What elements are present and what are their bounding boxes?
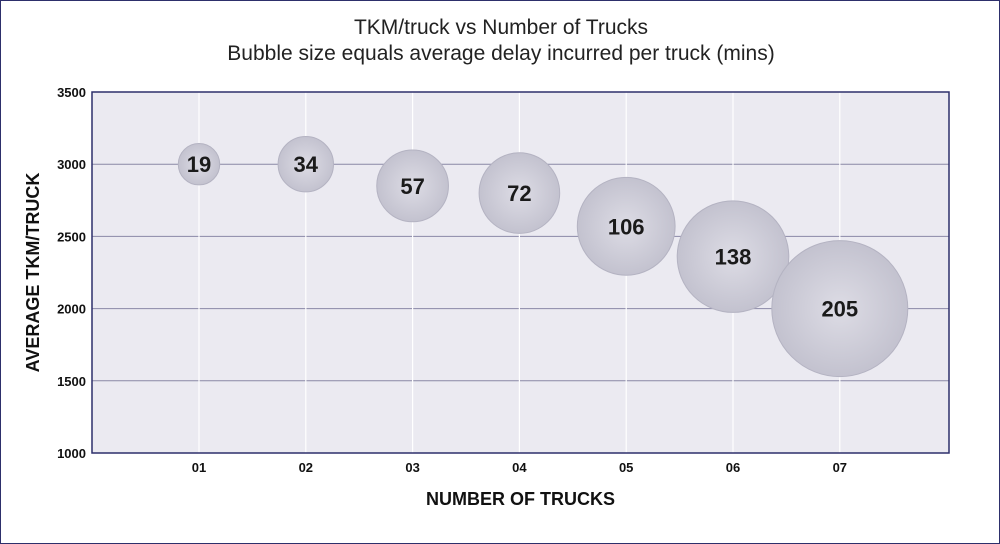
- x-tick-label: 02: [299, 460, 313, 475]
- x-tick-label: 04: [512, 460, 527, 475]
- y-axis-label: AVERAGE TKM/TRUCK: [23, 173, 43, 373]
- x-tick-label: 07: [833, 460, 847, 475]
- y-tick-label: 1000: [57, 446, 86, 461]
- bubble-label: 138: [715, 245, 752, 270]
- y-tick-label: 3000: [57, 157, 86, 172]
- x-tick-label: 06: [726, 460, 740, 475]
- x-tick-labels: 01 02 03 04 05 06 07: [192, 460, 847, 475]
- bubble: [376, 149, 449, 223]
- y-tick-labels: 1000 1500 2000 2500 3000 3500: [57, 85, 86, 461]
- bubble: [277, 136, 334, 193]
- bubble-label: 106: [608, 214, 645, 239]
- chart-title-block: TKM/truck vs Number of Trucks Bubble siz…: [1, 15, 1000, 67]
- x-tick-label: 01: [192, 460, 206, 475]
- x-tick-label: 03: [405, 460, 419, 475]
- bubble: [177, 142, 221, 186]
- bubbles: 19 34 57 72 106 138 205: [177, 136, 909, 378]
- bubble: [576, 176, 676, 276]
- bubble-label: 205: [821, 297, 858, 322]
- y-tick-label: 1500: [57, 374, 86, 389]
- y-tick-label: 2000: [57, 302, 86, 317]
- bubble: [771, 240, 909, 378]
- y-tick-label: 2500: [57, 229, 86, 244]
- bubble-label: 72: [507, 181, 531, 206]
- bubble-label: 34: [294, 152, 319, 177]
- bubble-label: 57: [400, 174, 424, 199]
- plot-border: [91, 91, 950, 454]
- bubble: [676, 200, 790, 313]
- x-axis-label: NUMBER OF TRUCKS: [426, 489, 615, 509]
- chart-title: TKM/truck vs Number of Trucks: [353, 16, 649, 39]
- y-tick-label: 3500: [57, 85, 86, 100]
- x-tick-label: 05: [619, 460, 633, 475]
- chart-subtitle: Bubble size equals average delay incurre…: [227, 42, 775, 65]
- bubble: [478, 152, 561, 234]
- bubble-label: 19: [187, 152, 211, 177]
